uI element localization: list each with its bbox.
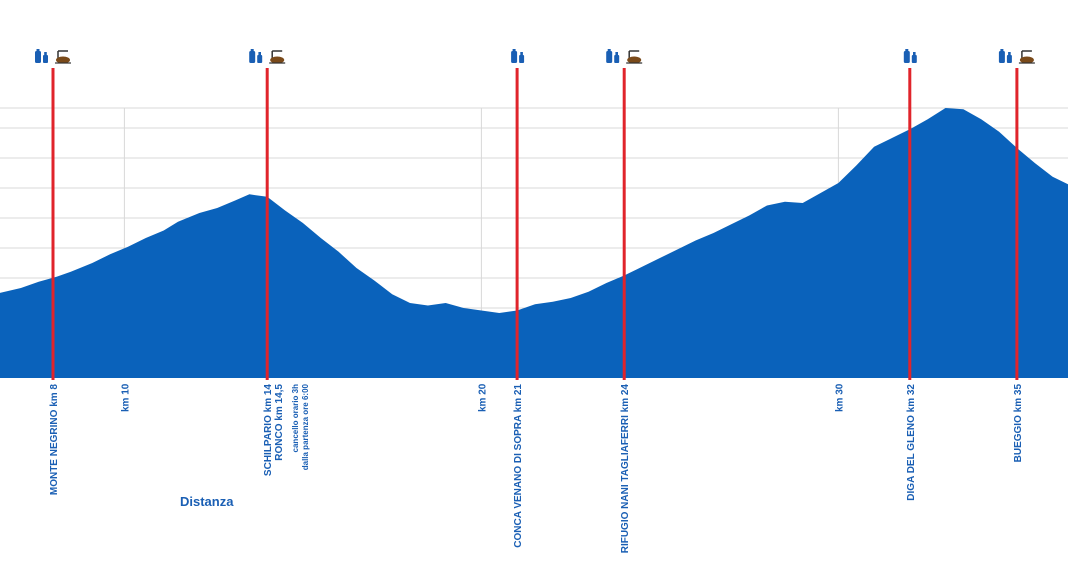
km-tick-label: km 30 [834, 383, 845, 412]
water-glass [43, 55, 48, 63]
elevation-area [0, 108, 1068, 378]
water-glass [257, 55, 263, 63]
food-icon-plate [56, 56, 70, 64]
food-icon [1018, 50, 1035, 64]
water-bottle-cap [512, 49, 516, 52]
aid-station: DIGA DEL GLENO km 32 [903, 49, 917, 501]
station-label: SCHILPARIO km 14 [263, 384, 274, 476]
aid-station: SCHILPARIO km 14 [249, 49, 286, 476]
food-icon-plate [627, 56, 642, 64]
station-label: RONCO km 14,5 [274, 384, 285, 461]
water-bottle-body [511, 51, 518, 63]
food-icon-plate [270, 56, 285, 64]
station-label: BUEGGIO km 35 [1013, 384, 1024, 463]
aid-station: MONTE NEGRINO km 8 [35, 49, 71, 495]
station-label: RIFUGIO NANI TAGLIAFERRI km 24 [620, 384, 631, 554]
water-bottle-cap [607, 49, 611, 52]
food-icon [55, 50, 71, 64]
aid-station: RIFUGIO NANI TAGLIAFERRI km 24 [606, 49, 643, 554]
aid-stations: MONTE NEGRINO km 8 SCHILPARIO km 14 RONCO … [35, 49, 1035, 554]
water-glass [1006, 55, 1012, 63]
water-bottle-cap [905, 49, 909, 52]
x-axis-label: Distanza [180, 494, 234, 509]
water-bottle-body [903, 51, 910, 63]
elevation-area-path [0, 108, 1068, 378]
water-glass-top [258, 52, 261, 55]
aid-station: CONCA VENANO DI SOPRA km 21 [511, 49, 525, 548]
aid-station: RONCO km 14,5 cancello orario 3h dalla par… [274, 383, 310, 470]
station-label: MONTE NEGRINO km 8 [49, 384, 60, 496]
water-glass [614, 55, 620, 63]
station-note: dalla partenza ore 6:00 [301, 383, 310, 470]
water-icon [606, 49, 620, 63]
aid-station: BUEGGIO km 35 [998, 49, 1035, 463]
water-glass [911, 55, 917, 63]
water-bottle-cap [250, 49, 254, 52]
water-bottle-body [249, 51, 256, 63]
water-bottle-cap [36, 49, 40, 52]
km-tick-label: km 20 [477, 383, 488, 412]
water-glass-top [913, 52, 916, 55]
water-glass-top [44, 52, 47, 55]
km-ticks: km 10 km 20 km 30 [120, 383, 845, 412]
water-icon [511, 49, 525, 63]
station-label: DIGA DEL GLENO km 32 [906, 384, 917, 501]
food-icon [626, 50, 643, 64]
water-icon [249, 49, 263, 63]
water-glass [519, 55, 525, 63]
station-note: cancello orario 3h [291, 384, 300, 453]
water-bottle-body [606, 51, 613, 63]
water-glass-top [615, 52, 618, 55]
km-tick-label: km 10 [120, 383, 131, 412]
water-bottle-body [35, 51, 41, 63]
water-glass-top [520, 52, 523, 55]
water-glass-top [1008, 52, 1011, 55]
food-icon-plate [1019, 56, 1034, 64]
food-icon [269, 50, 286, 64]
station-label: CONCA VENANO DI SOPRA km 21 [513, 384, 524, 548]
water-icon [998, 49, 1012, 63]
water-bottle-body [998, 51, 1005, 63]
water-icon [903, 49, 917, 63]
water-bottle-cap [1000, 49, 1004, 52]
water-icon [35, 49, 48, 63]
